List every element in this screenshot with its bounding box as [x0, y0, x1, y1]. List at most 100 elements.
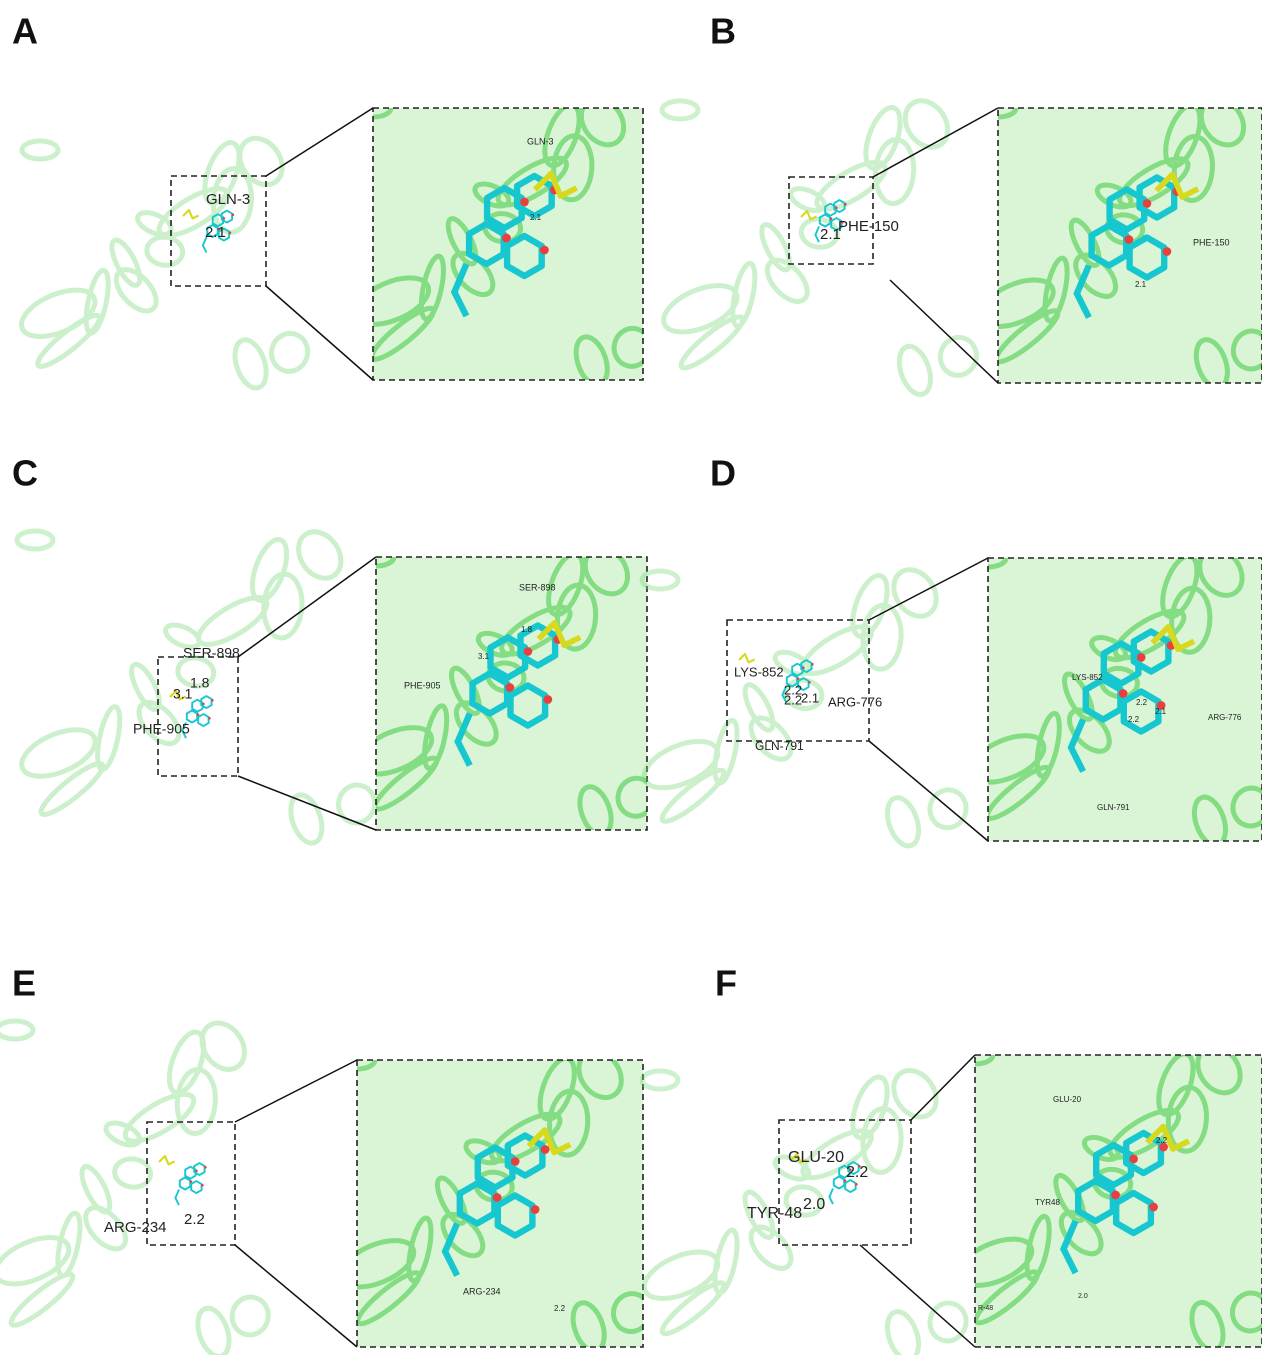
figure: AGLN-32.1GLN-32.1BPHE-1502.1PHE-1502.1CS… [0, 0, 1262, 1355]
connector [266, 108, 373, 176]
helix [103, 1118, 143, 1149]
zoom-label: TYR48 [1035, 1198, 1060, 1207]
ligand-ring [198, 714, 208, 726]
panel: AGLN-32.1GLN-32.1 [12, 11, 655, 393]
zoom-label: 2.1 [1135, 280, 1147, 289]
overview-label: GLN-3 [206, 191, 250, 208]
helix [17, 531, 53, 549]
helix [662, 101, 698, 119]
helix [657, 1277, 729, 1340]
helix [0, 1021, 33, 1039]
helix [145, 235, 185, 268]
zoom-label: 2.2 [1128, 715, 1140, 724]
panel: FGLU-202.2TYR-482.0GLU-202.2TYR482.0R-48 [638, 963, 1262, 1355]
oxygen [855, 1183, 858, 1186]
helix [245, 535, 293, 605]
oxygen [204, 1166, 207, 1169]
connector [235, 1060, 357, 1122]
panel-letter: C [12, 453, 38, 494]
helix [657, 764, 729, 827]
oxygen [1149, 1203, 1158, 1212]
helix [33, 309, 105, 372]
panel-letter: D [710, 453, 736, 494]
helix [894, 342, 937, 398]
helix [925, 1299, 970, 1345]
ligand-chain [175, 1190, 179, 1206]
panel-letter: E [12, 963, 36, 1004]
ligand-ring [180, 1178, 190, 1190]
overview-label: 3.1 [173, 686, 193, 702]
oxygen [543, 695, 552, 704]
zoom-view [352, 539, 659, 839]
overview-label: TYR-48 [747, 1205, 802, 1222]
overview-label: 2.2 [784, 692, 802, 707]
helix [925, 786, 970, 832]
ligand-chain [829, 1189, 833, 1205]
oxygen [211, 699, 214, 702]
zoom-label: PHE-905 [404, 680, 441, 690]
overview-label: SER-898 [183, 645, 240, 661]
zoom-label: 1.8 [521, 625, 533, 634]
helix [846, 1073, 894, 1143]
helix [119, 1086, 200, 1150]
protein-cartoon [15, 130, 312, 392]
panel-letter: B [710, 11, 736, 52]
connector [869, 741, 988, 841]
connector [911, 1055, 975, 1120]
helix [638, 732, 725, 797]
helix [285, 791, 328, 847]
helix [267, 329, 312, 375]
zoom-view [349, 90, 655, 389]
helix [740, 681, 779, 734]
oxygen [208, 717, 211, 720]
zoom-label: SER-898 [519, 582, 556, 592]
zoom-label: 2.2 [554, 1304, 566, 1313]
helix [192, 1304, 235, 1355]
helix [676, 311, 748, 374]
panel-letter: F [715, 963, 737, 1004]
ligand-ring [834, 1177, 844, 1189]
helix [638, 1243, 725, 1308]
protein-cartoon [638, 562, 971, 850]
overview-ligand [175, 1163, 206, 1205]
helix [76, 1163, 115, 1216]
helix [22, 141, 58, 159]
helix [642, 1071, 678, 1089]
overview-label: LYS-852 [734, 664, 784, 679]
zoom-label: 2.1 [1155, 707, 1167, 716]
helix [657, 276, 744, 341]
overview-label: 2.2 [846, 1164, 868, 1181]
zoom-label: GLN-791 [1097, 803, 1130, 812]
helix [290, 524, 350, 587]
oxygen [1162, 247, 1171, 256]
zoom-view [952, 1038, 1262, 1355]
overview-label: PHE-905 [133, 721, 190, 737]
oxygen [531, 1205, 540, 1214]
zoom-label: 2.2 [1156, 1136, 1168, 1145]
zoom-label: ARG-776 [1208, 713, 1242, 722]
oxygen [232, 213, 235, 216]
zoom-label: R-48 [978, 1305, 993, 1312]
helix [882, 794, 925, 850]
oxygen [201, 1184, 204, 1187]
panel: EARG-2342.2ARG-2342.2 [0, 963, 654, 1355]
overview-label: 2.0 [803, 1196, 825, 1213]
zoom-label: GLN-3 [527, 136, 554, 146]
overview-label: ARG-776 [828, 694, 882, 709]
overview-label: GLU-20 [788, 1149, 844, 1166]
helix [229, 336, 272, 392]
helix [882, 1308, 925, 1355]
panel: BPHE-1502.1PHE-1502.1 [657, 11, 1262, 399]
ligand-chain [815, 227, 819, 243]
ligand-ring [845, 1180, 855, 1192]
protein-cartoon [0, 1015, 273, 1355]
panel: CSER-8981.83.1PHE-905SER-8981.83.1PHE-90… [12, 453, 659, 848]
zoom-label: ARG-234 [463, 1286, 501, 1296]
helix [846, 571, 894, 641]
overview-label: PHE-150 [838, 218, 899, 235]
helix [334, 781, 379, 827]
overview-label: ARG-234 [104, 1219, 167, 1236]
overview-label: 2.1 [801, 690, 819, 705]
residue [159, 1156, 175, 1164]
helix [93, 705, 124, 771]
